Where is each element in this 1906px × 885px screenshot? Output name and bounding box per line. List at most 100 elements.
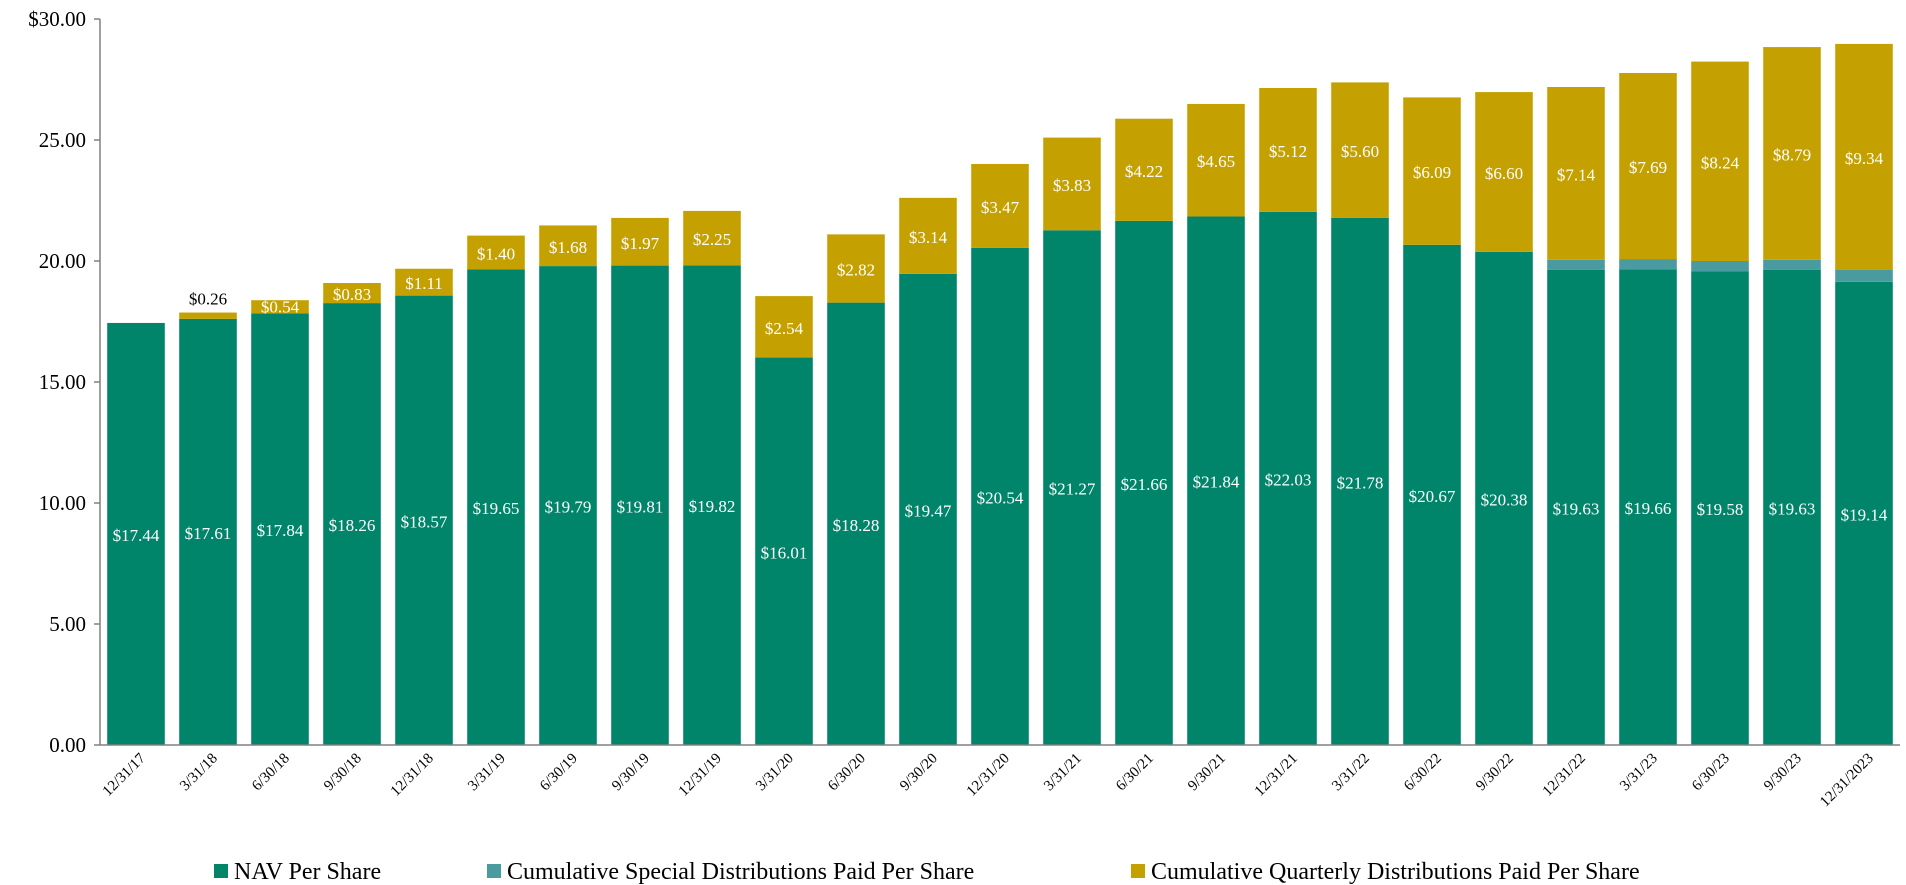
bar-segment (1763, 259, 1821, 270)
bar-segment (179, 318, 237, 745)
legend-swatch (214, 864, 228, 878)
x-tick-label: 3/31/18 (177, 751, 221, 795)
bar-data-label: $17.44 (113, 526, 160, 545)
x-tick-label: 6/30/20 (825, 751, 869, 795)
bar-data-label: $22.03 (1265, 470, 1312, 489)
bar-segment (971, 163, 1029, 248)
x-tick-label: 12/31/17 (100, 750, 149, 799)
bar-data-label: $8.79 (1773, 145, 1811, 164)
bar-data-label: $0.83 (333, 285, 371, 304)
x-axis: 12/31/17 3/31/18 6/30/18 9/30/18 12/31/18 3/3… (100, 744, 1900, 811)
bar-segment (1475, 251, 1533, 745)
bar-segment (467, 235, 525, 270)
bar-segment (683, 265, 741, 745)
bar-segment (611, 265, 669, 745)
bar-segment (683, 210, 741, 266)
bar-data-label: $20.38 (1481, 490, 1528, 509)
bar-segment (899, 273, 957, 745)
x-tick-label: 9/30/22 (1473, 751, 1517, 795)
x-tick-label: 9/30/21 (1185, 751, 1229, 795)
bar-segment (1187, 103, 1245, 217)
bar-segment (1547, 269, 1605, 745)
x-tick-label: 12/31/20 (964, 751, 1013, 800)
x-tick-label: 6/30/19 (537, 751, 581, 795)
bar-segment (1259, 211, 1317, 745)
bar-data-label: $4.22 (1125, 162, 1163, 181)
y-tick-label: $30.00 (28, 7, 86, 31)
bar-segment (1547, 87, 1605, 260)
bar-data-label: $18.26 (329, 516, 376, 535)
bar-data-label: $6.09 (1413, 163, 1451, 182)
bar-data-label: $19.79 (545, 498, 592, 517)
y-axis: 0.00 5.00 10.00 15.00 20.00 25.00 $30.00 (28, 7, 101, 757)
bar-data-label: $3.47 (981, 198, 1020, 217)
bar-segment (755, 296, 813, 358)
bar-segment (179, 312, 237, 319)
bar-data-label: $18.28 (833, 516, 880, 535)
x-tick-label: 3/31/20 (753, 751, 797, 795)
bar-data-label: $20.54 (977, 488, 1024, 507)
x-tick-label: 12/31/18 (388, 751, 437, 800)
bar-segment (971, 247, 1029, 745)
bar-data-label: $2.25 (693, 230, 731, 249)
bar-segment (539, 225, 597, 267)
bar-segment (1115, 220, 1173, 745)
bar-data-label: $6.60 (1485, 164, 1523, 183)
bars: $17.44 $17.61 $0.26 $17.84 $0.54 $18.26 $0.83 $… (107, 43, 1893, 746)
bar-data-label: $19.65 (473, 499, 520, 518)
bar-segment (1619, 269, 1677, 745)
x-tick-label: 6/30/22 (1401, 751, 1445, 795)
bar-data-label: $19.63 (1553, 499, 1600, 518)
bar-data-label: $19.47 (905, 501, 952, 520)
x-tick-label: 6/30/18 (249, 751, 293, 795)
bar-data-label: $7.69 (1629, 158, 1667, 177)
legend-swatch (1131, 864, 1145, 878)
bar-data-label: $21.78 (1337, 473, 1384, 492)
bar-segment (251, 313, 309, 745)
bar-data-label: $2.82 (837, 261, 875, 280)
x-tick-label: 12/31/2023 (1817, 751, 1877, 811)
bar-data-label: $19.14 (1841, 505, 1888, 524)
bar-data-label: $20.67 (1409, 487, 1456, 506)
bar-segment (1115, 118, 1173, 221)
bar-segment (539, 266, 597, 745)
bar-data-label: $19.82 (689, 497, 736, 516)
bar-segment (1331, 82, 1389, 218)
x-tick-label: 3/31/21 (1041, 751, 1085, 795)
bar-data-label: $21.66 (1121, 475, 1168, 494)
bar-segment (1691, 61, 1749, 262)
bar-data-label: $3.83 (1053, 176, 1091, 195)
legend-swatch (487, 864, 501, 878)
x-tick-label: 3/31/23 (1617, 751, 1661, 795)
bar-segment (1043, 137, 1101, 231)
bar-data-label: $19.81 (617, 497, 664, 516)
bar-data-label: $5.12 (1269, 142, 1307, 161)
bar-segment (1763, 269, 1821, 745)
bar-segment (395, 295, 453, 745)
x-tick-label: 3/31/19 (465, 751, 509, 795)
bar-data-label: $19.63 (1769, 499, 1816, 518)
bar-segment (899, 197, 957, 274)
bar-data-label: $16.01 (761, 543, 808, 562)
bar-segment (1475, 92, 1533, 252)
legend-label: NAV Per Share (234, 859, 381, 885)
bar-segment (323, 283, 381, 304)
bar-segment (827, 302, 885, 745)
bar-data-label: $19.66 (1625, 499, 1672, 518)
bar-data-label: $1.11 (405, 274, 443, 293)
y-tick-label: 0.00 (49, 733, 86, 757)
bar-data-label: $4.65 (1197, 152, 1235, 171)
bar-segment (107, 322, 165, 745)
legend-label: Cumulative Special Distributions Paid Pe… (507, 859, 974, 885)
bar-data-label: $7.14 (1557, 165, 1596, 184)
bar-segment (251, 300, 309, 314)
x-tick-label: 3/31/22 (1329, 751, 1373, 795)
bar-segment (467, 269, 525, 745)
x-tick-label: 6/30/21 (1113, 751, 1157, 795)
bar-data-label: $18.57 (401, 512, 448, 531)
x-tick-label: 9/30/18 (321, 751, 365, 795)
bar-segment (1331, 217, 1389, 745)
x-tick-label: 6/30/23 (1689, 751, 1733, 795)
y-tick-label: 20.00 (39, 249, 86, 273)
